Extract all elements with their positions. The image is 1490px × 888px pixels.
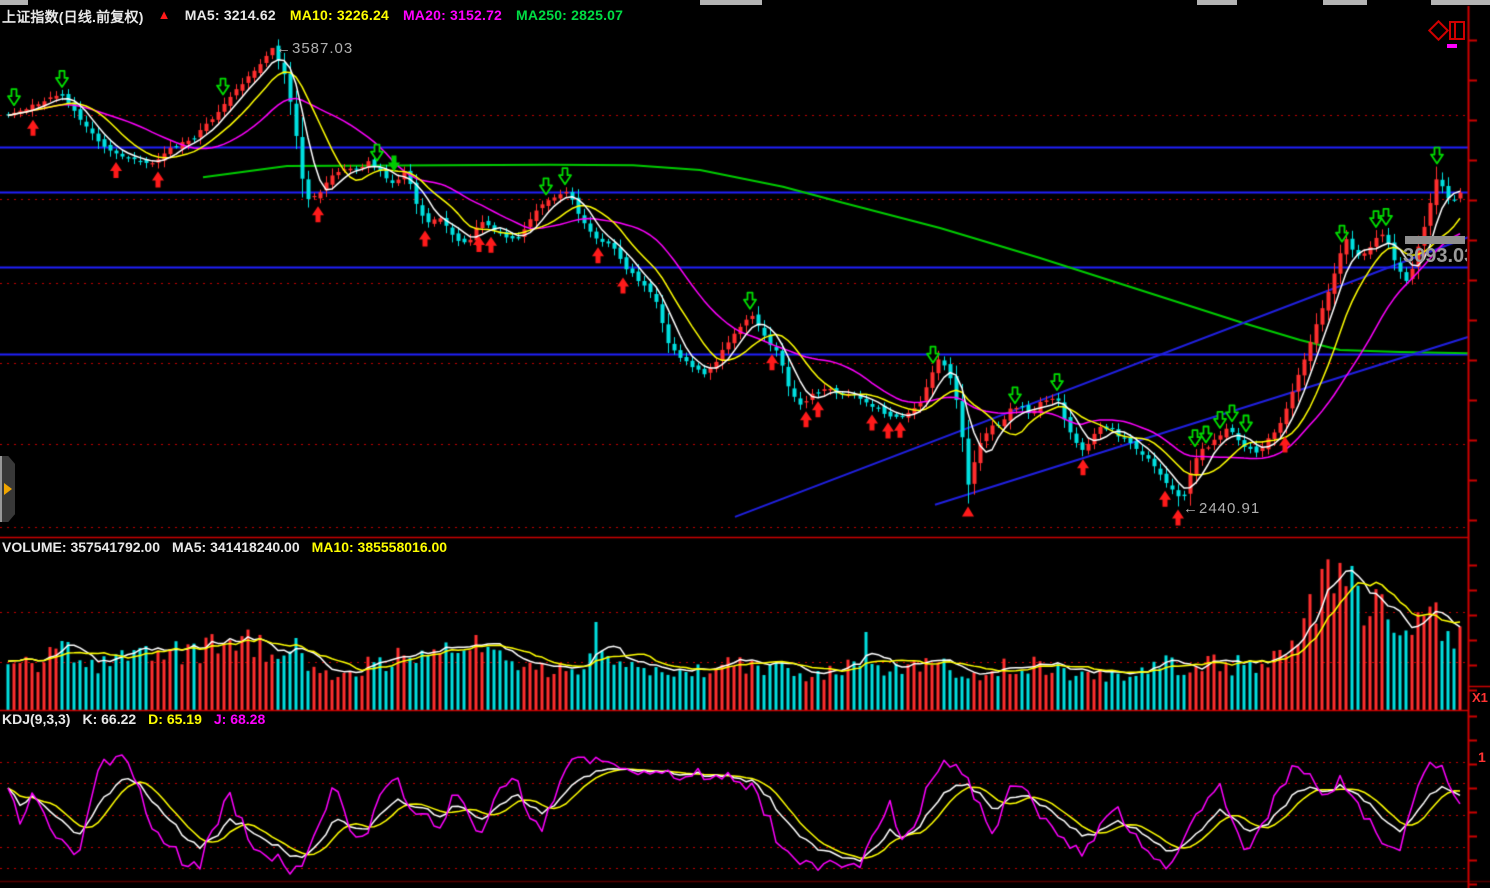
volume-pane-header: VOLUME: 357541792.00 MA5: 341418240.00 M…	[2, 539, 447, 555]
expand-arrow-icon	[4, 483, 12, 495]
high-price-annotation: ←3587.03	[276, 40, 354, 57]
kdj-j-value: J: 68.28	[213, 711, 266, 727]
top-tab-segment	[1431, 0, 1490, 5]
symbol-title: 上证指数(日线.前复权)	[2, 9, 144, 25]
ma20-value: MA20: 3152.72	[402, 7, 503, 23]
up-arrow-icon: ▲	[157, 7, 171, 22]
volume-ma10-value: MA10: 385558016.00	[311, 539, 448, 555]
top-tab-segment	[1197, 0, 1237, 5]
kdj-label: KDJ(9,3,3)	[2, 711, 71, 727]
last-price-label: 3093.03	[1403, 245, 1467, 267]
top-tab-segment	[0, 0, 28, 5]
split-window-icon[interactable]	[1449, 21, 1465, 40]
ma5-value: MA5: 3214.62	[184, 7, 276, 23]
kdj-d-value: D: 65.19	[148, 711, 202, 727]
volume-ma5-value: MA5: 341418240.00	[171, 539, 300, 555]
top-tab-segment	[1323, 0, 1367, 5]
ma10-value: MA10: 3226.24	[289, 7, 389, 23]
kdj-k-value: K: 66.22	[82, 711, 137, 727]
top-tab-segment	[700, 0, 762, 5]
last-price-marker-bar	[1405, 236, 1465, 244]
main-chart-header: 上证指数(日线.前复权) ▲ MA5: 3214.62 MA10: 3226.2…	[2, 7, 623, 27]
volume-value: VOLUME: 357541792.00	[2, 539, 160, 555]
sidebar-expand-handle[interactable]	[0, 456, 15, 522]
kdj-scale-label: 1	[1478, 749, 1486, 765]
kdj-pane-header: KDJ(9,3,3) K: 66.22 D: 65.19 J: 68.28	[2, 711, 265, 727]
magenta-marker-icon	[1447, 44, 1457, 48]
x-scale-toggle[interactable]: X1	[1472, 690, 1488, 705]
ma250-value: MA250: 2825.07	[516, 7, 624, 23]
low-price-annotation: ←2440.91	[1183, 500, 1261, 517]
